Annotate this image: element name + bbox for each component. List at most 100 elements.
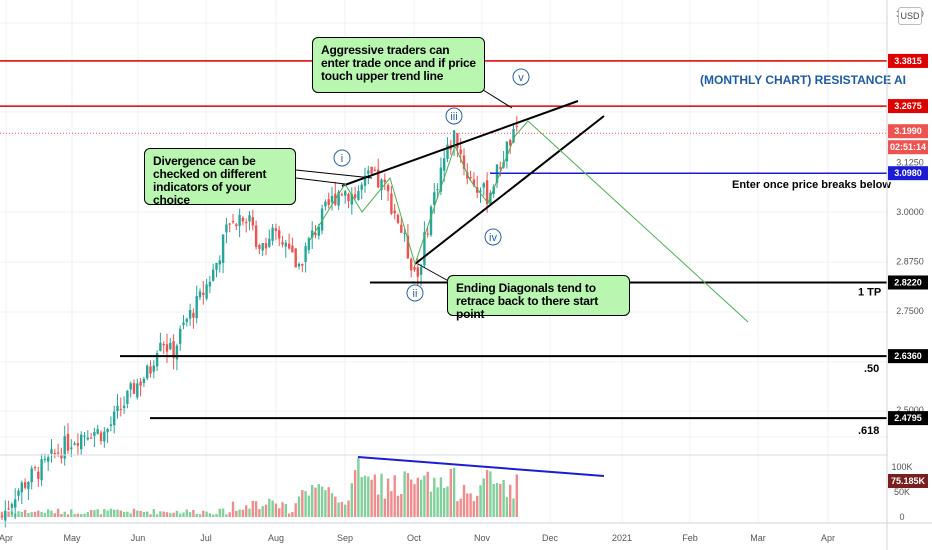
entry-annotation: Enter once price breaks below	[732, 179, 891, 191]
candle-body	[350, 194, 353, 205]
candle-body	[27, 481, 30, 489]
candle-body	[311, 230, 314, 238]
candle-body	[512, 128, 515, 143]
volume-bar	[406, 473, 410, 517]
volume-bar	[426, 471, 429, 517]
volume-bar	[208, 513, 212, 517]
candle-body	[370, 166, 373, 174]
candle-body	[129, 383, 132, 390]
candle-body	[386, 184, 390, 192]
note-pointer	[295, 169, 373, 179]
volume-bar	[205, 511, 208, 517]
volume-bar	[195, 513, 198, 517]
volume-bar	[228, 512, 231, 517]
candle-body	[30, 468, 33, 483]
volume-bar	[245, 505, 248, 517]
volume-bar	[136, 510, 139, 517]
candle-body	[406, 235, 410, 259]
candle-body	[400, 224, 403, 233]
volume-bar	[23, 509, 27, 517]
volume-bar	[99, 514, 103, 517]
candle-body	[198, 291, 202, 298]
candle-body	[33, 467, 37, 469]
volume-bar	[231, 501, 235, 517]
volume-bar	[202, 510, 205, 517]
candle-body	[390, 193, 393, 214]
volume-bar	[466, 493, 469, 517]
price-label-box	[888, 349, 928, 364]
candle-body	[159, 342, 162, 352]
candle-body	[264, 243, 268, 249]
volume-bar	[142, 511, 146, 517]
candle-body	[63, 436, 66, 459]
volume-bar	[340, 501, 344, 517]
volume-bar	[60, 513, 63, 517]
candle-body	[10, 504, 14, 508]
candle-body	[327, 199, 330, 205]
volume-bar	[373, 474, 377, 517]
candle-body	[126, 390, 129, 404]
volume-bar	[188, 512, 192, 517]
candle-body	[360, 184, 363, 190]
volume-bar	[152, 509, 155, 517]
candle-body	[73, 443, 76, 445]
candle-body	[314, 233, 317, 235]
volume-bar	[281, 502, 284, 517]
volume-bar	[377, 494, 380, 517]
candle-body	[469, 177, 472, 179]
price-tick-label: 2.7500	[896, 306, 924, 316]
volume-bar	[155, 514, 159, 517]
candle-body	[347, 193, 350, 202]
volume-bar	[221, 508, 225, 517]
candle-body	[40, 459, 43, 481]
candle-body	[509, 140, 512, 146]
resistance-annotation: (MONTHLY CHART) RESISTANCE AI	[700, 73, 906, 87]
currency-button[interactable]: USD	[898, 7, 922, 25]
candle-body	[53, 453, 56, 455]
volume-bar	[159, 511, 162, 517]
candlesticks	[0, 116, 518, 528]
candle-body	[205, 284, 208, 299]
volume-bar	[212, 514, 215, 517]
candle-body	[60, 454, 63, 459]
volume-tick-label: 0	[899, 512, 904, 522]
candle-body	[344, 191, 347, 196]
volume-bar	[370, 479, 373, 517]
volume-bar	[446, 486, 449, 517]
candle-body	[353, 194, 357, 198]
time-tick-label: Jun	[131, 533, 146, 543]
candle-body	[225, 224, 228, 233]
volume-bar	[439, 477, 443, 517]
candle-body	[83, 435, 86, 437]
time-tick-label: Aug	[268, 533, 284, 543]
candle-body	[363, 175, 367, 186]
time-tick-label: Oct	[407, 533, 422, 543]
volume-bar	[103, 509, 106, 517]
candle-body	[50, 449, 53, 454]
volume-tick-label: 50K	[894, 487, 910, 497]
volume-bar	[56, 508, 60, 517]
time-tick-label: Apr	[0, 533, 13, 543]
candle-body	[446, 144, 449, 160]
volume-bar	[380, 473, 383, 517]
time-tick-label: Mar	[750, 533, 766, 543]
volume-bar	[469, 493, 472, 517]
price-label-box	[888, 411, 928, 426]
volume-bar	[129, 513, 132, 517]
candle-body	[443, 158, 446, 171]
volume-bar	[367, 476, 370, 517]
candle-body	[248, 215, 251, 222]
candle-body	[195, 295, 198, 319]
candle-body	[221, 234, 225, 264]
candle-body	[423, 232, 426, 266]
candle-body	[109, 424, 113, 426]
candle-body	[4, 510, 7, 521]
candle-body	[212, 269, 215, 281]
volume-bar	[20, 511, 23, 517]
candle-body	[37, 471, 40, 479]
note-aggressive: Aggressive traders can enter trade once …	[312, 37, 485, 93]
candle-body	[89, 437, 93, 439]
volume-bar	[449, 468, 452, 517]
